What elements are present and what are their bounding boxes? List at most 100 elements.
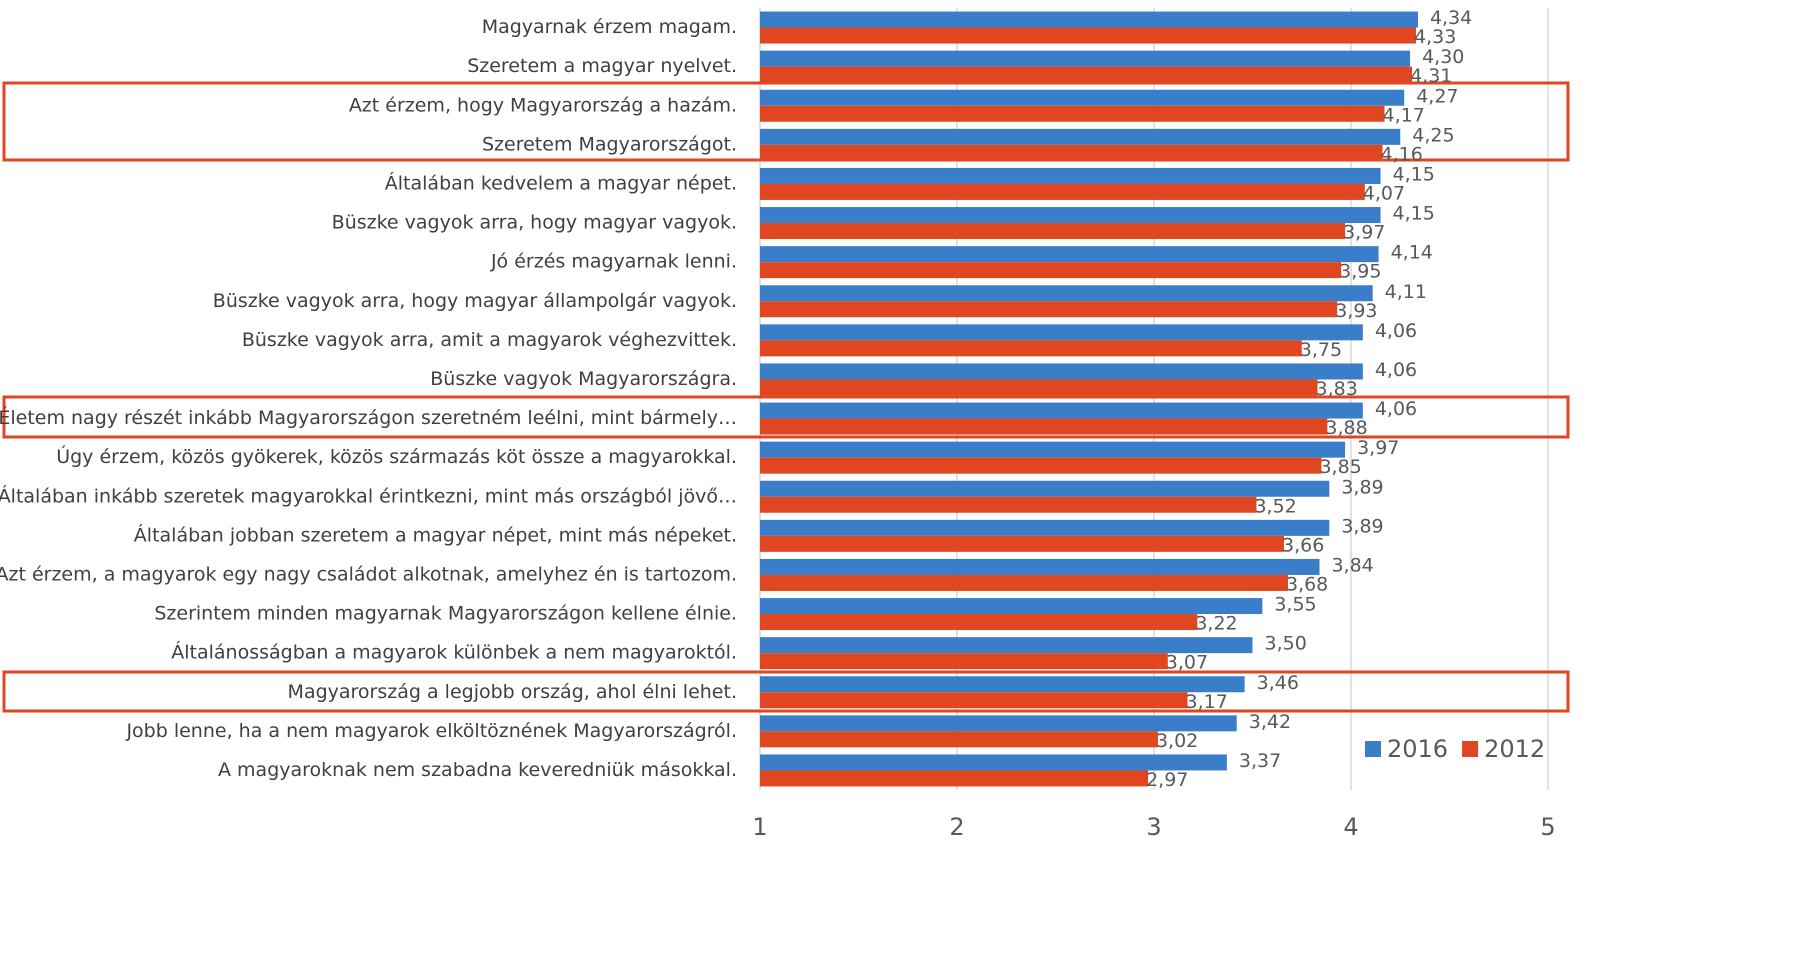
category-label: Jó érzés magyarnak lenni. [490,251,737,273]
category-label: Büszke vagyok Magyarországra. [430,368,737,390]
value-label: 3,22 [1195,613,1237,635]
value-label: 4,15 [1393,203,1435,225]
value-label: 3,37 [1239,750,1281,772]
value-label: 4,11 [1385,281,1427,303]
bar [760,653,1168,670]
value-label: 3,93 [1335,300,1377,322]
highlight-box [2,670,1570,713]
bar [760,340,1302,357]
category-label: Azt érzem, a magyarok egy nagy családot … [0,563,737,585]
bar [760,715,1237,732]
x-tick-label: 2 [949,813,964,841]
value-label: 4,16 [1381,143,1423,165]
bar [760,614,1198,631]
x-tick-label: 3 [1146,813,1161,841]
bar [760,519,1330,536]
category-label: Azt érzem, hogy Magyarország a hazám. [349,94,737,116]
category-label: Magyarország a legjobb ország, ahol élni… [288,681,737,703]
value-label: 3,88 [1325,417,1367,439]
bar [760,144,1383,161]
legend-swatch [1365,741,1381,757]
value-label: 3,85 [1319,456,1361,478]
value-label: 4,06 [1375,359,1417,381]
bar [760,89,1405,106]
value-label: 3,55 [1274,594,1316,616]
value-label: 4,15 [1393,163,1435,185]
category-label: Szerintem minden magyarnak Magyarországo… [154,603,737,625]
category-label: Általában inkább szeretek magyarokkal ér… [0,484,737,507]
category-label: Jobb lenne, ha a nem magyarok elköltözné… [125,720,737,742]
value-label: 3,50 [1265,633,1307,655]
bar [760,105,1385,122]
value-label: 3,89 [1341,476,1383,498]
value-label: 4,17 [1382,104,1424,126]
bar [760,418,1328,435]
bar [760,731,1158,748]
category-label: Szeretem Magyarországot. [482,133,737,155]
value-label: 3,83 [1316,378,1358,400]
highlight-box [2,81,1570,162]
value-label: 4,31 [1410,65,1452,87]
bar [760,754,1227,771]
bar [760,128,1401,145]
value-label: 3,07 [1166,652,1208,674]
bar [760,27,1417,44]
bar [760,379,1318,396]
bar [760,246,1379,263]
value-label: 3,84 [1331,554,1373,576]
highlight-boxes [2,81,1570,713]
value-label: 2,97 [1146,769,1188,791]
value-label: 3,97 [1343,222,1385,244]
bar [760,574,1288,591]
value-label: 3,97 [1357,437,1399,459]
value-label: 3,52 [1254,495,1296,517]
category-label: Általában kedvelem a magyar népet. [385,171,737,194]
value-label: 4,27 [1416,85,1458,107]
bar [760,11,1418,28]
highlight-box [2,395,1570,439]
value-label: 3,89 [1341,515,1383,537]
bar [760,262,1342,279]
bar [760,770,1149,787]
value-label: 3,75 [1300,339,1342,361]
bar [760,50,1411,67]
value-label: 4,30 [1422,46,1464,68]
legend-label: 2016 [1387,735,1448,763]
bar [760,535,1285,552]
value-label: 4,34 [1430,7,1472,29]
x-tick-label: 4 [1343,813,1358,841]
value-label: 3,68 [1286,573,1328,595]
bar [760,167,1381,184]
bar [760,692,1188,709]
bar [760,285,1373,302]
bar [760,301,1338,318]
bar [760,480,1330,497]
value-label: 3,46 [1257,672,1299,694]
category-label: Általánosságban a magyarok különbek a ne… [171,641,737,664]
legend-swatch [1462,741,1479,757]
value-label: 4,25 [1412,124,1454,146]
value-label: 3,17 [1185,691,1227,713]
bar [760,637,1253,654]
category-label: Életem nagy részét inkább Magyarországon… [0,406,737,429]
category-label: Büszke vagyok arra, hogy magyar vagyok. [332,212,737,234]
bar [760,363,1363,380]
x-tick-label: 5 [1540,813,1555,841]
value-label: 4,33 [1414,26,1456,48]
x-tick-label: 1 [752,813,767,841]
bar [760,496,1257,513]
bar [760,207,1381,224]
bar [760,676,1245,693]
category-label: A magyaroknak nem szabadna keveredniük m… [218,759,737,781]
category-label: Magyarnak érzem magam. [482,16,737,38]
value-label: 3,42 [1249,711,1291,733]
value-label: 3,95 [1339,261,1381,283]
value-label: 4,06 [1375,398,1417,420]
bar [760,324,1363,341]
category-label: Szeretem a magyar nyelvet. [467,55,737,77]
value-label: 4,06 [1375,320,1417,342]
value-label: 4,07 [1363,182,1405,204]
category-label: Büszke vagyok arra, hogy magyar állampol… [213,290,737,312]
bar [760,558,1320,575]
